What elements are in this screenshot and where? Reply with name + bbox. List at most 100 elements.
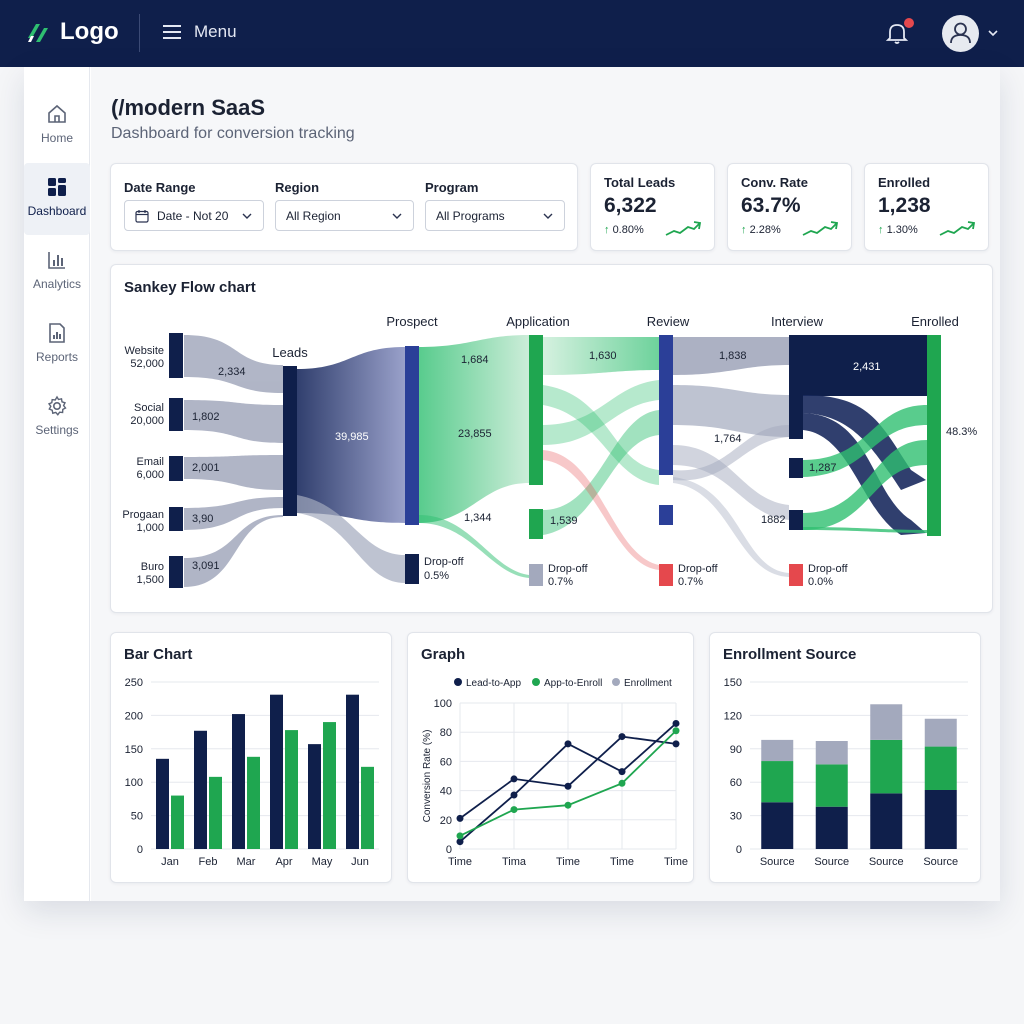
flow-value: 1,802	[192, 411, 220, 423]
enrollment-source-card: Enrollment Source 0 30 60 90 120 150 Source Sou…	[709, 632, 981, 883]
sidebar-item-reports[interactable]: Reports	[24, 322, 90, 382]
data-point	[564, 740, 572, 748]
bar	[247, 756, 260, 849]
x-tick-label: Time	[556, 856, 580, 868]
menu-button[interactable]: Menu	[162, 22, 237, 42]
program-label: Program	[425, 180, 479, 195]
sankey-node-interview-low	[789, 510, 803, 530]
top-navigation-bar	[0, 0, 1024, 67]
reports-icon	[49, 323, 65, 343]
kpi-label: Enrolled	[878, 175, 931, 190]
bar	[232, 714, 245, 849]
flow-value: 3,90	[192, 513, 213, 525]
x-tick-label: Tima	[502, 856, 527, 868]
data-point	[510, 791, 518, 799]
source-count: 6,000	[136, 469, 164, 481]
sankey-node-application-low	[529, 509, 543, 539]
y-tick-label: 30	[730, 811, 742, 823]
sidebar-item-dashboard[interactable]: Dashboard	[24, 163, 90, 235]
y-tick-label: 200	[125, 710, 143, 722]
sankey-title: Sankey Flow chart	[124, 279, 256, 296]
hamburger-icon	[163, 25, 181, 39]
bell-icon[interactable]	[884, 20, 910, 46]
sankey-node-prospect	[405, 346, 419, 525]
flow-value: 2,431	[853, 361, 881, 373]
data-point	[456, 814, 464, 822]
kpi-delta-value: 1.30%	[886, 224, 918, 236]
sankey-stage-label: Application	[506, 314, 570, 329]
logo[interactable]: Logo	[24, 18, 119, 46]
sankey-flow-interview-enrolled	[803, 413, 926, 535]
data-point	[672, 719, 680, 727]
sankey-node	[169, 333, 183, 378]
stacked-bar-segment	[924, 746, 957, 790]
bar	[194, 730, 207, 849]
bar	[361, 766, 374, 849]
sankey-flow-review-interview	[673, 425, 789, 481]
sidebar-item-settings[interactable]: Settings	[24, 395, 90, 455]
sankey-node-dropoff	[659, 564, 673, 586]
stacked-bar-segment	[761, 761, 794, 803]
bar	[323, 722, 336, 849]
avatar[interactable]	[942, 15, 979, 52]
source-count: 1,000	[136, 522, 164, 534]
sankey-node-review	[659, 335, 673, 475]
bar	[156, 758, 169, 849]
bar	[171, 795, 184, 849]
dashboard-icon	[48, 178, 66, 196]
date-range-select[interactable]: Date - Not 20	[124, 200, 264, 231]
sidebar-item-home[interactable]: Home	[24, 103, 90, 163]
x-tick-label: Time	[664, 856, 688, 868]
dropoff-label: Drop-off	[808, 563, 848, 575]
source-name: Progaan	[122, 509, 164, 521]
source-name: Email	[136, 456, 164, 468]
sidebar-item-analytics[interactable]: Analytics	[24, 249, 90, 309]
kpi-delta: ↑ 2.28%	[741, 224, 781, 236]
region-select[interactable]: All Region	[275, 200, 414, 231]
calendar-icon	[135, 209, 149, 223]
dropoff-label: Drop-off	[424, 556, 464, 568]
data-point	[618, 768, 626, 776]
flow-value: 3,091	[192, 560, 220, 572]
y-tick-label: 60	[730, 777, 742, 789]
y-tick-label: 0	[137, 844, 143, 856]
data-point	[456, 838, 464, 846]
stacked-bar-segment	[924, 718, 957, 747]
sankey-node-leads	[283, 366, 297, 516]
program-select[interactable]: All Programs	[425, 200, 565, 231]
legend-marker	[532, 678, 540, 686]
kpi-value: 1,238	[878, 194, 931, 217]
flow-value: 2,001	[192, 462, 220, 474]
sankey-flow-app-review	[543, 410, 659, 535]
chevron-down-icon[interactable]	[986, 26, 1000, 40]
kpi-delta-value: 0.80%	[612, 224, 644, 236]
data-point	[672, 740, 680, 748]
flow-value: 1,287	[809, 462, 837, 474]
sankey-node	[169, 556, 183, 588]
sankey-flow-leads-prospect	[297, 347, 405, 523]
stacked-bar-segment	[870, 739, 903, 794]
sankey-node-dropoff	[405, 554, 419, 584]
y-axis-label: Conversion Rate (%)	[422, 730, 433, 823]
stage-labels: Leads Prospect Application Review Interv…	[272, 314, 959, 360]
y-tick-label: 100	[434, 698, 452, 710]
trend-up-icon	[665, 221, 702, 236]
sankey-flow-review-dropoff	[673, 477, 789, 577]
menu-label: Menu	[194, 22, 237, 41]
sankey-flow-interview-enrolled	[803, 405, 927, 477]
sidebar-item-label: Dashboard	[27, 204, 87, 218]
flow-value: 48.3%	[946, 426, 977, 438]
stacked-bar-segment	[870, 704, 903, 740]
page-title: (/modern SaaS	[111, 95, 266, 120]
x-tick-label: Apr	[275, 856, 292, 868]
sankey-flow-review-interview	[673, 445, 789, 520]
chevron-down-icon	[392, 213, 402, 219]
analytics-icon	[48, 252, 65, 269]
kpi-card-conv-rate: Conv. Rate 63.7% ↑ 2.28%	[727, 163, 852, 251]
flow-labels: 2,334 1,802 2,001 3,90 3,091 39,985 1,68…	[192, 350, 977, 572]
y-tick-label: 150	[125, 744, 143, 756]
sankey-flow	[184, 515, 283, 587]
flow-value: 2,334	[218, 366, 246, 378]
bar	[270, 694, 283, 849]
x-tick-label: Jun	[351, 856, 369, 868]
